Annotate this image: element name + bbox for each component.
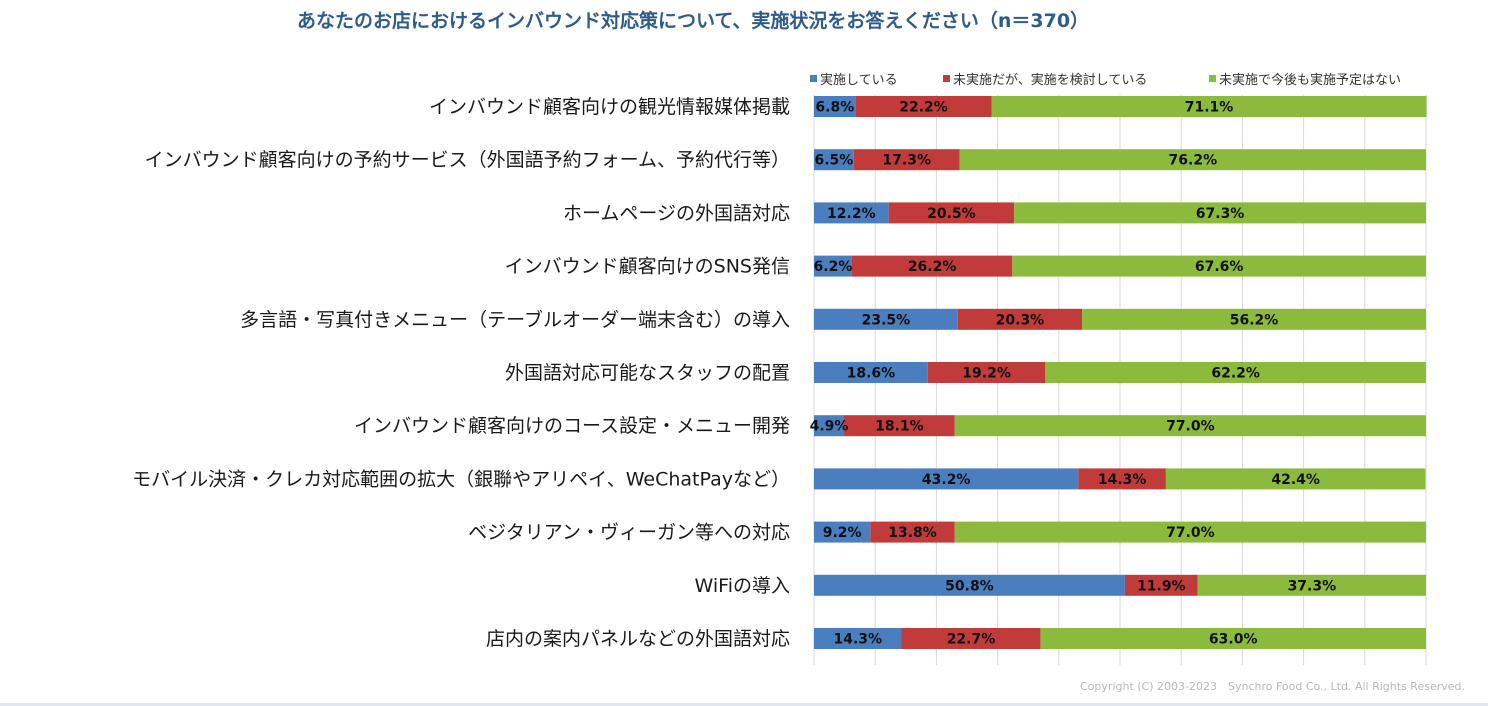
bar-segment [814, 468, 1079, 490]
bar-segment [1078, 468, 1166, 490]
bar-segment [843, 415, 955, 437]
bar-segment [814, 308, 958, 330]
bar-segment [1040, 628, 1426, 649]
data-label: 67.6% [1195, 259, 1244, 275]
data-label: 4.9% [810, 419, 849, 435]
data-label: 71.1% [1185, 100, 1234, 116]
data-label: 13.8% [888, 525, 937, 541]
bar-segment [1014, 202, 1426, 224]
bar-segment [991, 96, 1427, 117]
bar-segment [959, 149, 1426, 171]
legend-label: 実施している [820, 72, 898, 88]
category-label: インバウンド顧客向けのSNS発信 [505, 256, 790, 278]
data-labels: 6.8% 22.2% 71.1% 6.5% 17.3% 76.2% 12.2% 20.5% 67… [810, 100, 1337, 648]
bar-segment [1197, 574, 1426, 596]
bar-segment [814, 574, 1125, 596]
category-label: WiFiの導入 [695, 575, 790, 597]
bar-segment [888, 202, 1015, 224]
legend-label: 未実施で今後も実施予定はない [1219, 72, 1401, 88]
data-label: 77.0% [1166, 419, 1215, 435]
data-label: 77.0% [1166, 525, 1215, 541]
category-label: 多言語・写真付きメニュー（テーブルオーダー端末含む）の導入 [240, 308, 790, 331]
data-label: 50.8% [945, 578, 994, 594]
data-label: 11.9% [1137, 578, 1186, 594]
category-label: モバイル決済・クレカ対応範囲の拡大（銀聯やアリペイ、WeChatPayなど） [132, 468, 790, 490]
data-label: 18.1% [875, 419, 924, 435]
bar-segment [814, 149, 854, 171]
bar-segment [814, 255, 852, 277]
data-label: 22.2% [899, 100, 948, 116]
category-label: 外国語対応可能なスタッフの配置 [505, 362, 790, 384]
bar-segment [957, 308, 1083, 330]
data-label: 17.3% [882, 153, 931, 169]
legend-label: 未実施だが、実施を検討している [953, 72, 1147, 88]
data-label: 20.3% [996, 312, 1045, 328]
bars [814, 96, 1427, 649]
data-label: 37.3% [1288, 578, 1337, 594]
copyright-text: Copyright (C) 2003-2023 Synchro Food Co.… [1080, 680, 1465, 693]
bottom-divider [0, 703, 1488, 706]
bar-segment [954, 415, 1426, 437]
category-label: ホームページの外国語対応 [563, 202, 790, 224]
data-label: 43.2% [922, 472, 971, 488]
data-label: 12.2% [827, 206, 876, 222]
data-label: 63.0% [1209, 632, 1258, 648]
data-label: 56.2% [1230, 312, 1279, 328]
data-label: 26.2% [908, 259, 957, 275]
bar-segment [870, 521, 955, 543]
chart-title: あなたのお店におけるインバウンド対応策について、実施状況をお答えください（n＝3… [297, 9, 1089, 32]
bar-segment [814, 96, 856, 117]
category-label: インバウンド顧客向けの予約サービス（外国語予約フォーム、予約代行等） [145, 149, 790, 171]
bar-segment [1124, 574, 1198, 596]
data-label: 9.2% [823, 525, 862, 541]
data-label: 20.5% [927, 206, 976, 222]
bar-segment [1165, 468, 1426, 490]
data-label: 18.6% [847, 366, 896, 382]
legend-swatch [810, 75, 817, 82]
bar-segment [814, 415, 844, 437]
bar-segment [954, 521, 1426, 543]
bar-segment [927, 362, 1046, 383]
data-label: 23.5% [862, 312, 911, 328]
bar-segment [814, 202, 889, 224]
bar-segment [814, 521, 871, 543]
data-label: 22.7% [947, 632, 996, 648]
category-label: インバウンド顧客向けの観光情報媒体掲載 [429, 96, 790, 118]
data-label: 14.3% [833, 632, 882, 648]
legend: 実施している 未実施だが、実施を検討している 未実施で今後も実施予定はない [810, 72, 1401, 88]
bar-segment [1082, 308, 1426, 330]
data-label: 14.3% [1098, 472, 1147, 488]
data-label: 76.2% [1169, 153, 1218, 169]
bar-segment [853, 149, 960, 171]
bar-segment [855, 96, 992, 117]
bar-segment [1045, 362, 1426, 383]
bar-segment [901, 628, 1041, 649]
data-label: 19.2% [962, 366, 1011, 382]
bar-segment [814, 362, 928, 383]
data-label: 62.2% [1211, 366, 1260, 382]
data-label: 67.3% [1196, 206, 1245, 222]
category-label: ベジタリアン・ヴィーガン等への対応 [468, 522, 790, 544]
data-label: 6.5% [814, 153, 853, 169]
data-label: 6.8% [815, 100, 854, 116]
data-label: 6.2% [814, 259, 853, 275]
bar-segment [814, 628, 902, 649]
category-label: インバウンド顧客向けのコース設定・メニュー開発 [354, 415, 790, 437]
category-labels: インバウンド顧客向けの観光情報媒体掲載インバウンド顧客向けの予約サービス（外国語… [132, 96, 790, 650]
legend-swatch [1209, 75, 1216, 82]
legend-swatch [943, 75, 950, 82]
bar-segment [1012, 255, 1426, 277]
bar-segment [851, 255, 1013, 277]
data-label: 42.4% [1271, 472, 1320, 488]
category-label: 店内の案内パネルなどの外国語対応 [486, 628, 790, 650]
